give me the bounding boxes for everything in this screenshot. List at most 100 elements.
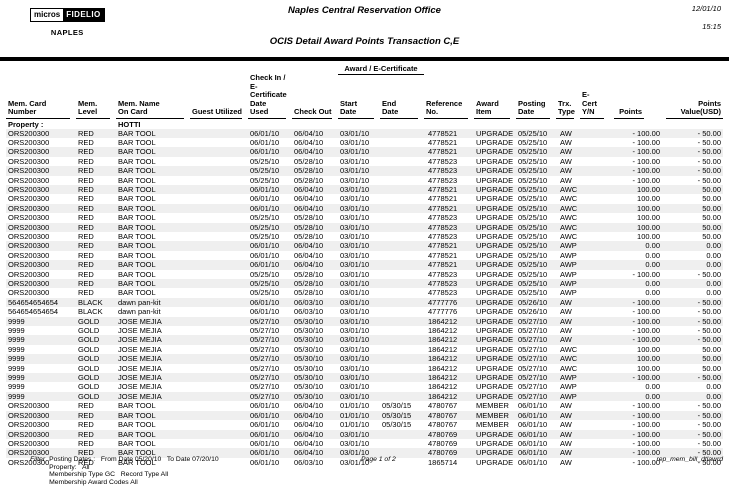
cell-guest-utilized	[190, 204, 248, 213]
transactions-table: Award / E-Certificate Mem. Card Number Me…	[6, 62, 723, 467]
cell-card-number: ORS200300	[8, 401, 50, 411]
filter-line: Posting Dates : From Date 05/20/10 To Da…	[49, 456, 219, 463]
cell-start-date: 03/01/10	[340, 344, 370, 354]
cell-posting-date: 05/25/10	[518, 213, 548, 223]
cell-name-on-card: BAR TOOL	[118, 401, 156, 411]
cell-check-out: 05/30/10	[294, 373, 324, 383]
cell-start-date: 03/01/10	[340, 373, 370, 383]
cell-reference-no: 4778523	[428, 231, 458, 241]
cell-guest-utilized	[190, 307, 248, 316]
cell-points-value: 50.00	[702, 231, 721, 241]
cell-end-date: 05/30/15	[382, 401, 412, 411]
cell-posting-date: 06/01/10	[518, 438, 548, 448]
cell-name-on-card: JOSE MEJIA	[118, 316, 162, 326]
table-row: ORS200300 RED BAR TOOL 05/25/10 05/28/10 03/0…	[6, 176, 723, 185]
cell-card-number: 9999	[8, 344, 25, 354]
cell-level: RED	[78, 137, 94, 147]
table-row: 9999 GOLD JOSE MEJIA 05/27/10 05/30/10 03/01/…	[6, 373, 723, 383]
cell-posting-date: 05/27/10	[518, 316, 548, 326]
cell-trx-type: AW	[560, 156, 572, 166]
cell-points: - 100.00	[632, 457, 660, 467]
cell-name-on-card: BAR TOOL	[118, 288, 156, 298]
cell-trx-type: AW	[560, 128, 572, 138]
table-row: ORS200300 RED BAR TOOL 06/01/10 06/04/10 03/0…	[6, 203, 723, 214]
cell-check-in: 05/25/10	[250, 269, 280, 279]
cell-level: RED	[78, 448, 94, 458]
cell-award-item: UPGRADE	[476, 260, 514, 270]
cell-award-item: UPGRADE	[476, 250, 514, 260]
cell-trx-type: AWC	[560, 203, 578, 213]
cell-guest-utilized	[190, 194, 248, 203]
col-header-name-on-card: Mem. Name On Card	[116, 74, 190, 119]
filter-label: Filter	[30, 456, 46, 463]
table-row: ORS200300 RED BAR TOOL 06/01/10 06/04/10 03/0…	[6, 194, 723, 203]
cell-card-number: 9999	[8, 391, 25, 401]
cell-start-date: 03/01/10	[340, 231, 370, 241]
cell-name-on-card: BAR TOOL	[118, 457, 156, 467]
cell-check-in: 06/01/10	[250, 307, 280, 317]
cell-check-out: 06/04/10	[294, 260, 324, 270]
cell-ecert	[580, 382, 610, 391]
cell-reference-no: 1864212	[428, 373, 458, 383]
cell-ecert	[580, 335, 610, 344]
cell-posting-date: 05/27/10	[518, 373, 548, 383]
cell-trx-type: AW	[560, 401, 572, 411]
cell-start-date: 03/01/10	[340, 429, 370, 439]
cell-reference-no: 4778523	[428, 269, 458, 279]
cell-check-in: 05/25/10	[250, 156, 280, 166]
property-row: Property : HOTTI	[6, 119, 723, 129]
cell-trx-type: AW	[560, 326, 572, 336]
page-number: Page 1 of 2	[361, 456, 396, 463]
cell-points: 0.00	[645, 288, 660, 298]
cell-level: RED	[78, 231, 94, 241]
cell-award-item: UPGRADE	[476, 269, 514, 279]
cell-points: 100.00	[637, 344, 660, 354]
cell-card-number: ORS200300	[8, 250, 50, 260]
cell-ecert	[580, 166, 610, 175]
cell-guest-utilized	[190, 345, 248, 354]
cell-name-on-card: JOSE MEJIA	[118, 354, 162, 364]
cell-reference-no: 4780767	[428, 410, 458, 420]
cell-guest-utilized	[190, 241, 248, 250]
cell-check-out: 05/30/10	[294, 354, 324, 364]
cell-ecert	[580, 430, 610, 439]
cell-card-number: 9999	[8, 382, 25, 392]
table-row: ORS200300 RED BAR TOOL 05/25/10 05/28/10 03/0…	[6, 157, 723, 166]
cell-points: 100.00	[637, 354, 660, 364]
cell-ecert	[580, 147, 610, 156]
cell-check-out: 06/04/10	[294, 438, 324, 448]
cell-start-date: 03/01/10	[340, 316, 370, 326]
cell-level: RED	[78, 260, 94, 270]
cell-points-value: - 50.00	[697, 401, 721, 411]
cell-check-in: 05/25/10	[250, 213, 280, 223]
cell-reference-no: 1864212	[428, 363, 458, 373]
cell-reference-no: 4778521	[428, 203, 458, 213]
cell-guest-utilized	[190, 354, 248, 363]
cell-points-value: 0.00	[706, 279, 721, 288]
cell-check-in: 06/01/10	[250, 457, 280, 467]
col-header-points-value: Points Value(USD)	[662, 74, 723, 119]
cell-points-value: - 50.00	[697, 335, 721, 345]
table-row: ORS200300 RED BAR TOOL 05/25/10 05/28/10 03/0…	[6, 222, 723, 232]
cell-award-item: UPGRADE	[476, 166, 514, 176]
table-row: 9999 GOLD JOSE MEJIA 05/27/10 05/30/10 03/01/…	[6, 345, 723, 354]
cell-check-in: 05/27/10	[250, 354, 280, 364]
cell-points-value: 0.00	[706, 260, 721, 270]
cell-points: - 100.00	[632, 166, 660, 176]
cell-check-in: 06/01/10	[250, 420, 280, 430]
cell-start-date: 03/01/10	[340, 307, 370, 317]
cell-award-item: UPGRADE	[476, 382, 514, 392]
cell-points: - 100.00	[632, 438, 660, 448]
cell-posting-date: 05/25/10	[518, 222, 548, 232]
cell-trx-type: AWP	[560, 241, 577, 251]
cell-reference-no: 4778521	[428, 128, 458, 138]
cell-reference-no: 4778523	[428, 288, 458, 298]
cell-trx-type: AW	[560, 147, 572, 157]
cell-check-in: 06/01/10	[250, 241, 280, 251]
col-header-card-number: Mem. Card Number	[6, 74, 76, 119]
cell-reference-no: 4778523	[428, 156, 458, 166]
cell-trx-type: AW	[560, 335, 572, 345]
cell-trx-type: AWP	[560, 288, 577, 298]
cell-award-item: UPGRADE	[476, 354, 514, 364]
cell-card-number: 564654654654	[8, 297, 59, 307]
